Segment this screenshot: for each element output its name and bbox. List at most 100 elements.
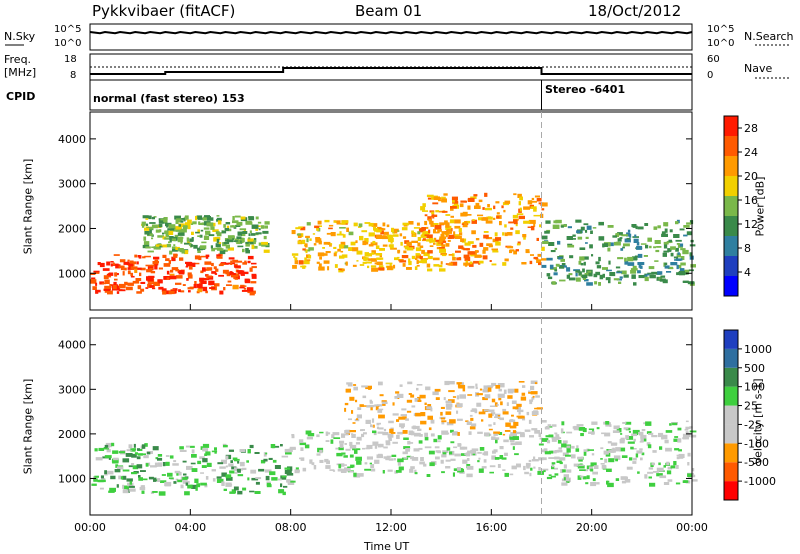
velocity-cell <box>440 411 443 416</box>
power-cell <box>323 241 331 245</box>
velocity-cell <box>471 408 477 411</box>
velocity-cell <box>673 438 680 442</box>
velocity-cell <box>591 453 595 456</box>
power-cell <box>680 262 686 266</box>
power-cell <box>244 278 250 283</box>
velocity-cell <box>499 455 504 460</box>
power-cell <box>175 226 182 230</box>
power-cell <box>584 279 589 282</box>
velocity-cell <box>136 456 141 460</box>
power-cell <box>618 281 622 284</box>
velocity-cell <box>481 419 484 422</box>
velocity-cell <box>600 463 605 465</box>
power-cell <box>637 262 645 265</box>
power-cell <box>599 274 604 280</box>
power-cell <box>538 262 542 266</box>
velocity-cell <box>179 446 184 450</box>
power-cell <box>225 239 228 242</box>
velocity-cell <box>364 462 368 465</box>
velocity-cell <box>544 451 551 455</box>
velocity-cell <box>626 466 633 470</box>
power-cell <box>149 267 153 270</box>
velocity-cell <box>131 453 137 458</box>
velocity-cell <box>489 465 496 468</box>
velocity-cell <box>678 453 685 458</box>
power-cell <box>362 261 367 264</box>
power-cell <box>475 202 480 208</box>
velocity-cell <box>419 394 426 399</box>
velocity-cell <box>624 479 631 483</box>
power-cell <box>255 227 258 231</box>
power-cell <box>583 223 589 226</box>
velocity-cell <box>382 403 386 406</box>
velocity-cell <box>554 467 558 470</box>
velocity-cell <box>572 426 577 429</box>
power-cell <box>363 242 369 245</box>
velocity-cell <box>351 433 356 438</box>
power-cell <box>375 245 380 249</box>
velocity-cell <box>509 436 514 440</box>
power-colorbar-label-6: 4 <box>744 266 751 279</box>
velocity-cell <box>648 433 653 435</box>
power-cell <box>608 280 611 284</box>
velocity-cell <box>621 455 628 458</box>
velocity-cell <box>443 397 446 401</box>
power-cell <box>233 263 238 267</box>
power-cell <box>334 251 338 254</box>
power-cell <box>633 238 639 243</box>
power-cell <box>177 232 185 236</box>
velocity-cell <box>491 398 496 403</box>
power-cell <box>177 237 183 243</box>
power-cell <box>250 233 256 236</box>
power-cell <box>160 218 165 221</box>
power-cell <box>116 286 122 288</box>
velocity-cell <box>338 464 342 469</box>
power-cell <box>638 263 642 268</box>
velocity-cell <box>205 476 209 480</box>
power-cell <box>227 247 234 251</box>
power-cell <box>202 286 208 292</box>
velocity-cell <box>434 446 440 449</box>
power-cell <box>247 260 251 264</box>
power-cell <box>181 249 185 254</box>
velocity-cell <box>344 443 347 445</box>
power-cell <box>411 232 417 237</box>
velocity-cell <box>332 432 340 436</box>
power-cell <box>385 262 393 265</box>
power-cell <box>260 225 265 229</box>
velocity-cell <box>140 470 146 472</box>
power-cell <box>339 246 344 249</box>
power-cell <box>415 257 418 260</box>
velocity-cell <box>186 465 193 470</box>
power-cell <box>229 271 233 276</box>
velocity-cell <box>372 424 375 428</box>
power-cell <box>225 272 232 275</box>
power-cell <box>388 244 392 247</box>
velocity-cell <box>579 475 584 478</box>
velocity-cell <box>112 460 119 464</box>
power-cell <box>194 281 197 286</box>
power-cell <box>180 220 184 223</box>
power-cell <box>213 266 217 270</box>
velocity-cell <box>583 451 587 456</box>
velocity-cell <box>504 430 511 432</box>
power-cell <box>205 230 211 233</box>
velocity-cell <box>472 453 476 456</box>
power-cell <box>114 272 118 277</box>
power-cell <box>236 221 243 226</box>
power-cell <box>523 220 531 224</box>
velocity-cell <box>338 447 344 451</box>
power-cell <box>226 225 230 228</box>
velocity-cell <box>596 427 600 430</box>
power-cell <box>687 281 695 285</box>
velocity-cell <box>577 465 585 469</box>
velocity-cell <box>684 428 689 431</box>
velocity-cell <box>340 468 347 473</box>
power-cell <box>581 274 588 279</box>
velocity-cell <box>258 468 265 472</box>
power-cell <box>572 234 576 237</box>
velocity-cell <box>364 468 371 471</box>
power-cell <box>513 193 517 196</box>
velocity-cell <box>656 473 663 477</box>
power-cell <box>242 231 248 234</box>
